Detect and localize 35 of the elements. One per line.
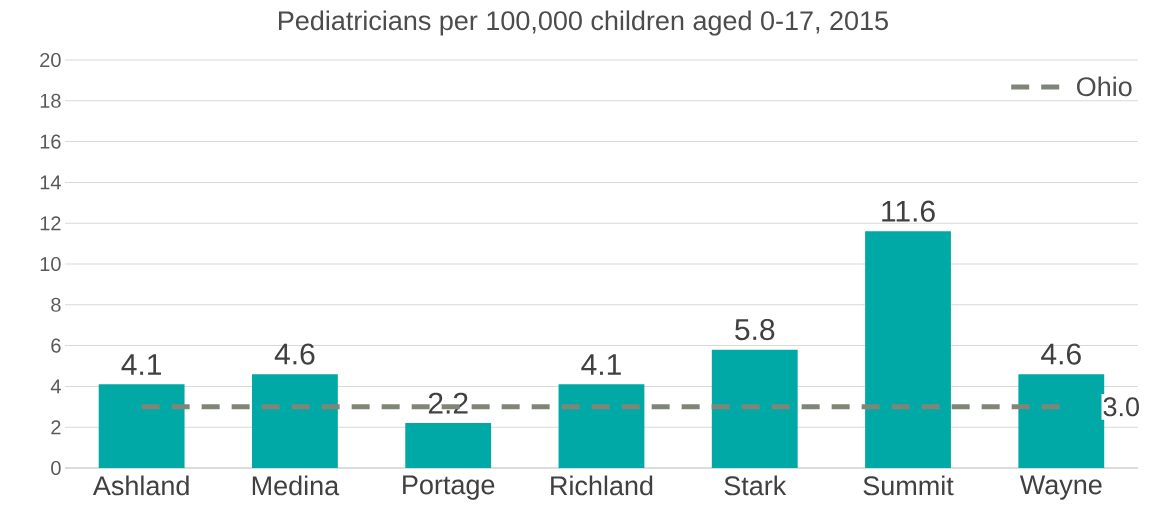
chart-title: Pediatricians per 100,000 children aged 0-17, 2015 [279, 10, 888, 36]
bar [1018, 374, 1105, 468]
legend-label: Ohio [1076, 76, 1132, 97]
bar [98, 384, 185, 468]
y-tick-label: 14 [40, 175, 61, 190]
y-tick-label: 2 [51, 420, 61, 435]
data-label: 11.6 [882, 200, 935, 222]
x-tick-label: Richland [551, 475, 653, 496]
bar [865, 231, 951, 468]
data-label: 5.8 [735, 318, 775, 341]
y-tick-label: 6 [51, 338, 61, 353]
y-tick-label: 10 [40, 256, 61, 272]
x-tick-label: Stark [724, 475, 787, 496]
y-tick-label: 20 [40, 52, 61, 68]
y-tick-label: 12 [40, 216, 61, 231]
bar [405, 423, 492, 468]
x-tick-label: Portage [403, 475, 495, 500]
y-tick-label: 4 [50, 379, 61, 394]
data-label: 4.1 [121, 354, 162, 375]
x-tick-label: Ashland [92, 475, 189, 496]
data-label: 3.0 [1103, 397, 1139, 417]
data-label: 4.6 [274, 343, 315, 365]
bar [558, 384, 645, 468]
data-label: 4.6 [1041, 343, 1081, 365]
x-tick-label: Medina [252, 475, 340, 496]
y-tick-label: 0 [51, 460, 61, 476]
bar [252, 374, 338, 468]
y-tick-label: 16 [40, 134, 61, 149]
y-tick-label: 8 [51, 297, 61, 312]
data-label: 4.1 [581, 354, 621, 375]
x-tick-label: Wayne [1019, 475, 1102, 500]
bar [711, 349, 798, 468]
y-tick-label: 18 [40, 93, 61, 108]
x-tick-label: Summit [863, 475, 954, 496]
data-label: 2.2 [428, 392, 468, 414]
